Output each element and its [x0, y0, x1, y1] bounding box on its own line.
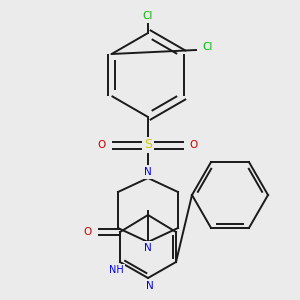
Text: Cl: Cl [203, 42, 213, 52]
Text: NH: NH [109, 265, 123, 275]
Text: O: O [98, 140, 106, 150]
Text: Cl: Cl [143, 11, 153, 21]
Text: S: S [144, 139, 152, 152]
Text: N: N [146, 281, 154, 291]
Text: O: O [84, 227, 92, 237]
Text: N: N [144, 243, 152, 253]
Text: O: O [190, 140, 198, 150]
Text: N: N [144, 167, 152, 177]
